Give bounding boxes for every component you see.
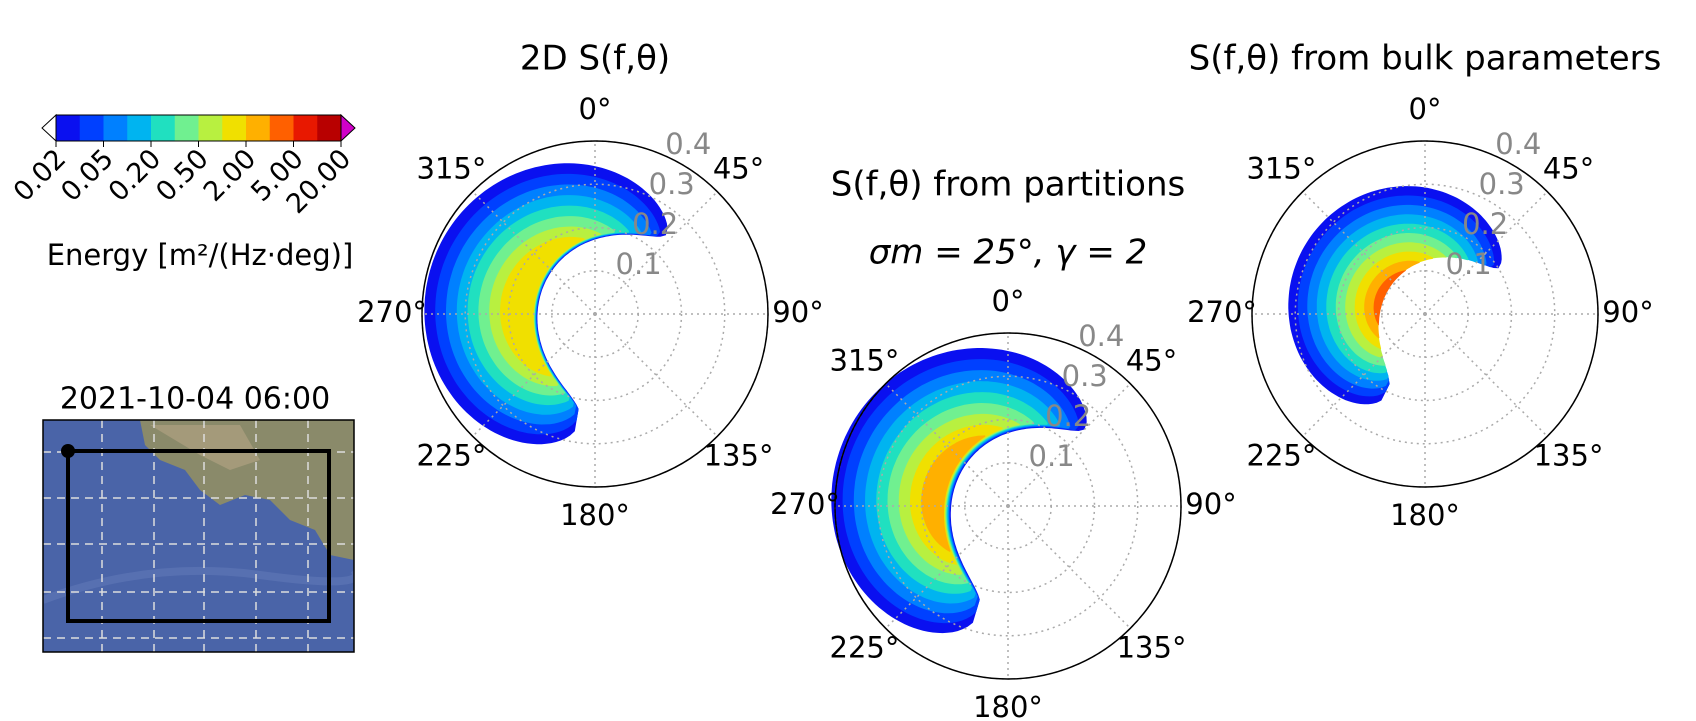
colorbar-label: Energy [m²/(Hz·deg)] — [47, 238, 354, 272]
angular-tick-label: 270° — [357, 295, 427, 329]
angular-tick-label: 0° — [579, 92, 612, 126]
angular-tick-label: 180° — [560, 498, 630, 532]
angular-tick-label: 270° — [1187, 295, 1257, 329]
colorbar-segment — [222, 115, 246, 141]
colorbar-segment — [127, 115, 151, 141]
angular-tick-label: 315° — [830, 343, 900, 377]
angular-tick-label: 45° — [1126, 343, 1177, 377]
point-marker — [61, 444, 75, 458]
colorbar-tick-label: 0.20 — [103, 143, 167, 207]
colorbar-segment — [246, 115, 270, 141]
colorbar-segment — [80, 115, 104, 141]
colorbar-segment — [151, 115, 175, 141]
colorbar-segment — [317, 115, 341, 141]
radial-tick-label: 0.2 — [632, 207, 678, 241]
angular-tick-label: 135° — [704, 439, 774, 473]
plot-title: S(f,θ) from bulk parameters — [1189, 39, 1662, 79]
map-inset — [43, 420, 356, 652]
angular-tick-label: 45° — [713, 151, 764, 185]
plot-subtitle: σm = 25°, γ = 2 — [869, 233, 1148, 273]
angular-tick-label: 225° — [830, 631, 900, 665]
angular-tick-label: 225° — [417, 439, 487, 473]
radial-tick-label: 0.3 — [1479, 167, 1525, 201]
polar-plot: 0.1 0.2 0.3 0.4 0° 45° 90° 135° 180° 225° 270° 315°… — [357, 39, 824, 533]
radial-tick-label: 0.1 — [1029, 439, 1075, 473]
angular-tick-label: 0° — [992, 284, 1025, 318]
colorbar-tick-label: 0.50 — [150, 143, 214, 207]
radial-tick-label: 0.4 — [1078, 319, 1124, 353]
angular-tick-label: 180° — [973, 690, 1043, 721]
radial-tick-label: 0.2 — [1045, 399, 1091, 433]
angular-tick-label: 90° — [1602, 295, 1653, 329]
colorbar-segment — [199, 115, 223, 141]
figure: 0.020.050.200.502.005.0020.00Energy [m²/… — [0, 0, 1696, 721]
angular-tick-label: 180° — [1390, 498, 1460, 532]
radial-tick-label: 0.3 — [649, 167, 695, 201]
colorbar-segment — [175, 115, 199, 141]
angular-tick-label: 225° — [1247, 439, 1317, 473]
angular-tick-label: 315° — [417, 151, 487, 185]
colorbar-tick-label: 0.02 — [8, 143, 72, 207]
angular-tick-label: 0° — [1409, 92, 1442, 126]
colorbar-segment — [104, 115, 128, 141]
map-title: 2021-10-04 06:00 — [60, 382, 330, 417]
colorbar-tick-label: 2.00 — [198, 143, 262, 207]
plot-title: 2D S(f,θ) — [520, 39, 670, 79]
radial-tick-label: 0.1 — [616, 247, 662, 281]
radial-tick-label: 0.4 — [665, 127, 711, 161]
angular-tick-label: 135° — [1117, 631, 1187, 665]
angular-tick-label: 90° — [772, 295, 823, 329]
colorbar-tick-label: 0.05 — [55, 143, 119, 207]
radial-tick-label: 0.4 — [1495, 127, 1541, 161]
plot-title: S(f,θ) from partitions — [831, 165, 1185, 205]
colorbar-under — [42, 115, 56, 141]
radial-tick-label: 0.2 — [1462, 207, 1508, 241]
colorbar-over — [341, 115, 355, 141]
polar-plot: 0.1 0.2 0.3 0.4 0° 45° 90° 135° 180° 225° 270° 315°… — [770, 165, 1237, 721]
angular-tick-label: 135° — [1534, 439, 1604, 473]
angular-tick-label: 315° — [1247, 151, 1317, 185]
polar-plot: 0.1 0.2 0.3 0.4 0° 45° 90° 135° 180° 225° 270° 315°… — [1187, 39, 1661, 533]
angular-tick-label: 270° — [770, 487, 840, 521]
angular-tick-label: 90° — [1185, 487, 1236, 521]
colorbar-segment — [294, 115, 318, 141]
angular-tick-label: 45° — [1543, 151, 1594, 185]
radial-tick-label: 0.3 — [1062, 359, 1108, 393]
colorbar-segment — [56, 115, 80, 141]
colorbar-segment — [270, 115, 294, 141]
radial-tick-label: 0.1 — [1446, 247, 1492, 281]
